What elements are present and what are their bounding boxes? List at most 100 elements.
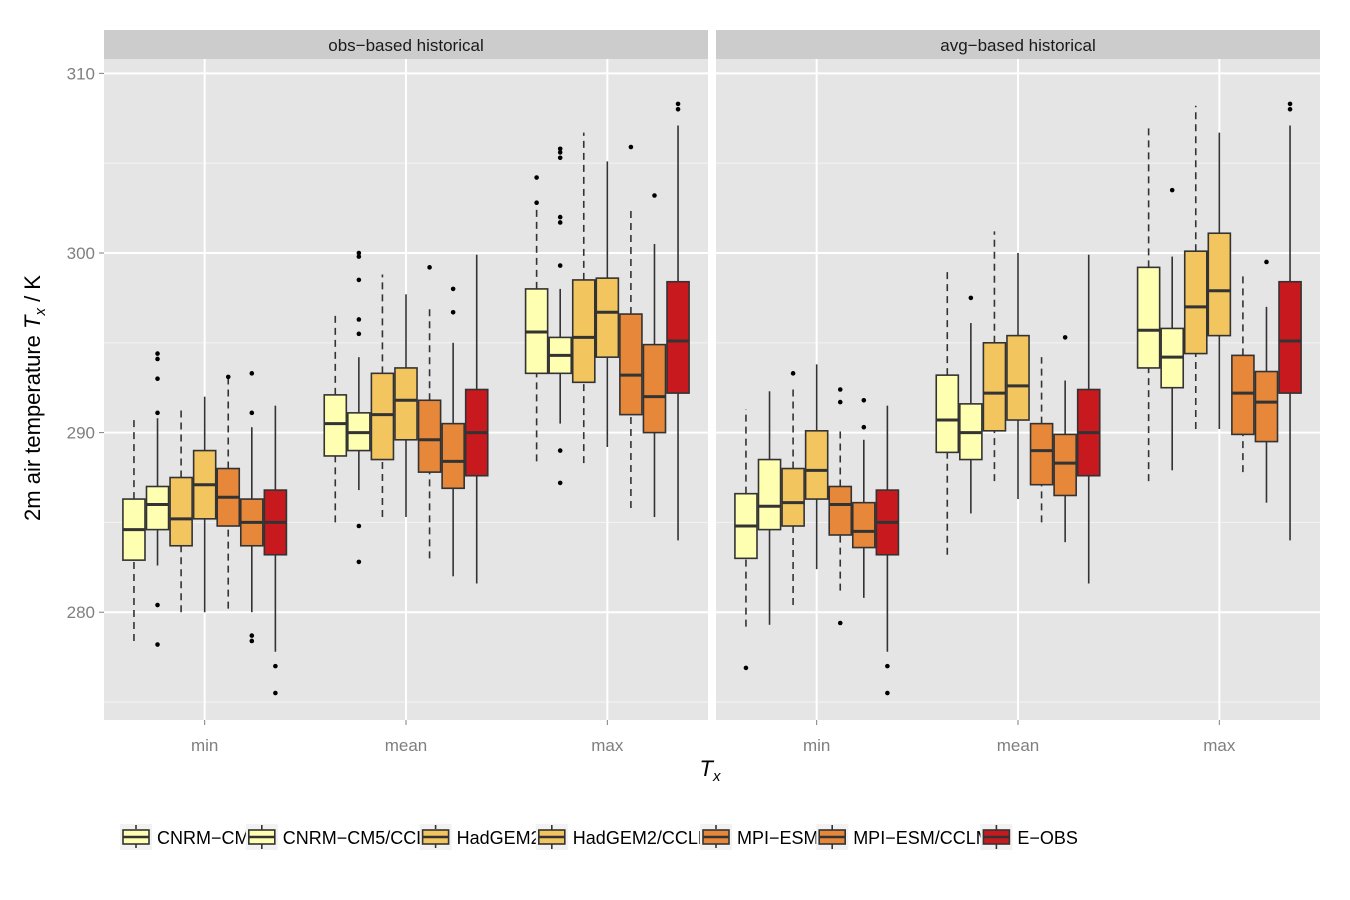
box-hadgem2: [982, 231, 1007, 482]
box-body: [595, 277, 620, 358]
box-group-max: [524, 101, 690, 541]
outlier-point: [356, 277, 362, 283]
legend: CNRM−CM5 CNRM−CM5/CCLM HadGEM2 HadGEM2/CCLM…: [120, 824, 1078, 850]
outlier-point: [155, 356, 160, 362]
box-mpi-esm-cclm: [642, 193, 667, 518]
outlier-point: [885, 690, 890, 696]
box-body: [666, 280, 690, 394]
box-body: [1278, 280, 1302, 394]
box-cnrm-cm5: [734, 409, 758, 671]
box-body: [619, 313, 643, 416]
y-axis-title: 2m air temperature Tx / K: [20, 275, 49, 521]
outlier-point: [273, 690, 278, 696]
outlier-point: [1169, 187, 1175, 193]
box-cnrm-cm5-cclm: [548, 146, 573, 486]
legend-label: E−OBS: [1017, 828, 1078, 848]
outlier-point: [249, 410, 255, 416]
outlier-point: [273, 663, 278, 669]
legend-label: MPI−ESM/CCLM: [853, 828, 991, 848]
box-mpi-esm: [828, 387, 853, 626]
outlier-point: [557, 155, 563, 161]
box-group-max: [1136, 101, 1302, 541]
outlier-point: [356, 559, 362, 565]
box-body: [323, 394, 348, 457]
outlier-point: [837, 399, 843, 405]
box-e-obs: [263, 405, 288, 696]
outlier-point: [249, 638, 255, 644]
y-tick-label: 300: [67, 244, 95, 263]
outlier-point: [557, 146, 563, 152]
box-e-obs: [666, 101, 690, 541]
outlier-point: [557, 220, 563, 225]
outlier-point: [155, 376, 160, 382]
legend-item-e-obs: E−OBS: [980, 824, 1078, 850]
outlier-point: [743, 665, 749, 671]
legend-label: HadGEM2/CCLM: [573, 828, 713, 848]
outlier-point: [557, 214, 563, 220]
outlier-point: [1287, 106, 1293, 112]
outlier-point: [837, 620, 843, 626]
panel-1: obs−based historical min mean max: [104, 30, 708, 755]
box-cnrm-cm5-cclm: [757, 391, 782, 625]
x-tick-label: min: [191, 736, 218, 755]
box-body: [935, 374, 960, 454]
box-body: [1254, 370, 1279, 443]
box-mpi-esm: [619, 144, 643, 509]
y-tick-label: 310: [67, 64, 95, 83]
y-axis-title-var: T: [20, 314, 45, 329]
box-cnrm-cm5: [1136, 125, 1161, 482]
box-hadgem2: [781, 371, 805, 606]
outlier-point: [837, 387, 843, 392]
outlier-point: [249, 371, 255, 376]
box-cnrm-cm5-cclm: [347, 250, 371, 565]
y-axis-title-suffix: / K: [20, 275, 45, 308]
box-body: [781, 467, 805, 527]
legend-item-hadgem2: HadGEM2: [419, 824, 541, 850]
box-cnrm-cm5-cclm: [959, 295, 983, 514]
box-mpi-esm-cclm: [239, 371, 264, 644]
panel-2: avg−based historical min mean max: [716, 30, 1320, 755]
y-tick-label: 290: [67, 424, 95, 443]
box-cnrm-cm5: [323, 314, 348, 523]
outlier-point: [450, 286, 456, 292]
outlier-point: [1287, 101, 1293, 107]
box-cnrm-cm5: [524, 175, 549, 462]
box-body: [571, 279, 596, 384]
outlier-point: [628, 144, 634, 150]
box-body: [828, 485, 853, 536]
box-e-obs: [875, 405, 900, 696]
x-tick-label: max: [591, 736, 624, 755]
panel-strip-label: avg−based historical: [940, 36, 1095, 55]
y-axis-title-sub: x: [32, 308, 49, 317]
outlier-point: [968, 295, 974, 301]
x-axis-title-sub: x: [712, 768, 721, 785]
box-group-min: [122, 351, 288, 696]
box-mpi-esm: [1029, 357, 1054, 523]
box-mpi-esm-cclm: [851, 397, 876, 598]
box-mpi-esm-cclm: [441, 286, 465, 577]
box-body: [417, 399, 442, 473]
outlier-point: [356, 250, 362, 256]
y-axis-title-prefix: 2m air temperature: [20, 329, 45, 521]
outlier-point: [155, 642, 160, 647]
legend-label: CNRM−CM5: [157, 828, 260, 848]
x-tick-label: mean: [385, 736, 428, 755]
outlier-point: [356, 523, 362, 529]
outlier-point: [450, 309, 456, 315]
outlier-point: [652, 193, 657, 198]
y-tick-label: 280: [67, 603, 95, 622]
box-body: [1029, 422, 1054, 486]
outlier-point: [557, 263, 563, 268]
legend-label: CNRM−CM5/CCLM: [283, 828, 442, 848]
box-cnrm-cm5-cclm: [1160, 187, 1185, 471]
x-tick-label: mean: [997, 736, 1040, 755]
legend-label: MPI−ESM: [737, 828, 819, 848]
box-hadgem2-cclm: [1006, 252, 1030, 500]
box-body: [982, 341, 1007, 432]
outlier-point: [557, 150, 563, 155]
box-body: [642, 343, 667, 434]
box-e-obs: [464, 254, 489, 584]
box-body: [804, 430, 829, 500]
outlier-point: [675, 101, 681, 107]
